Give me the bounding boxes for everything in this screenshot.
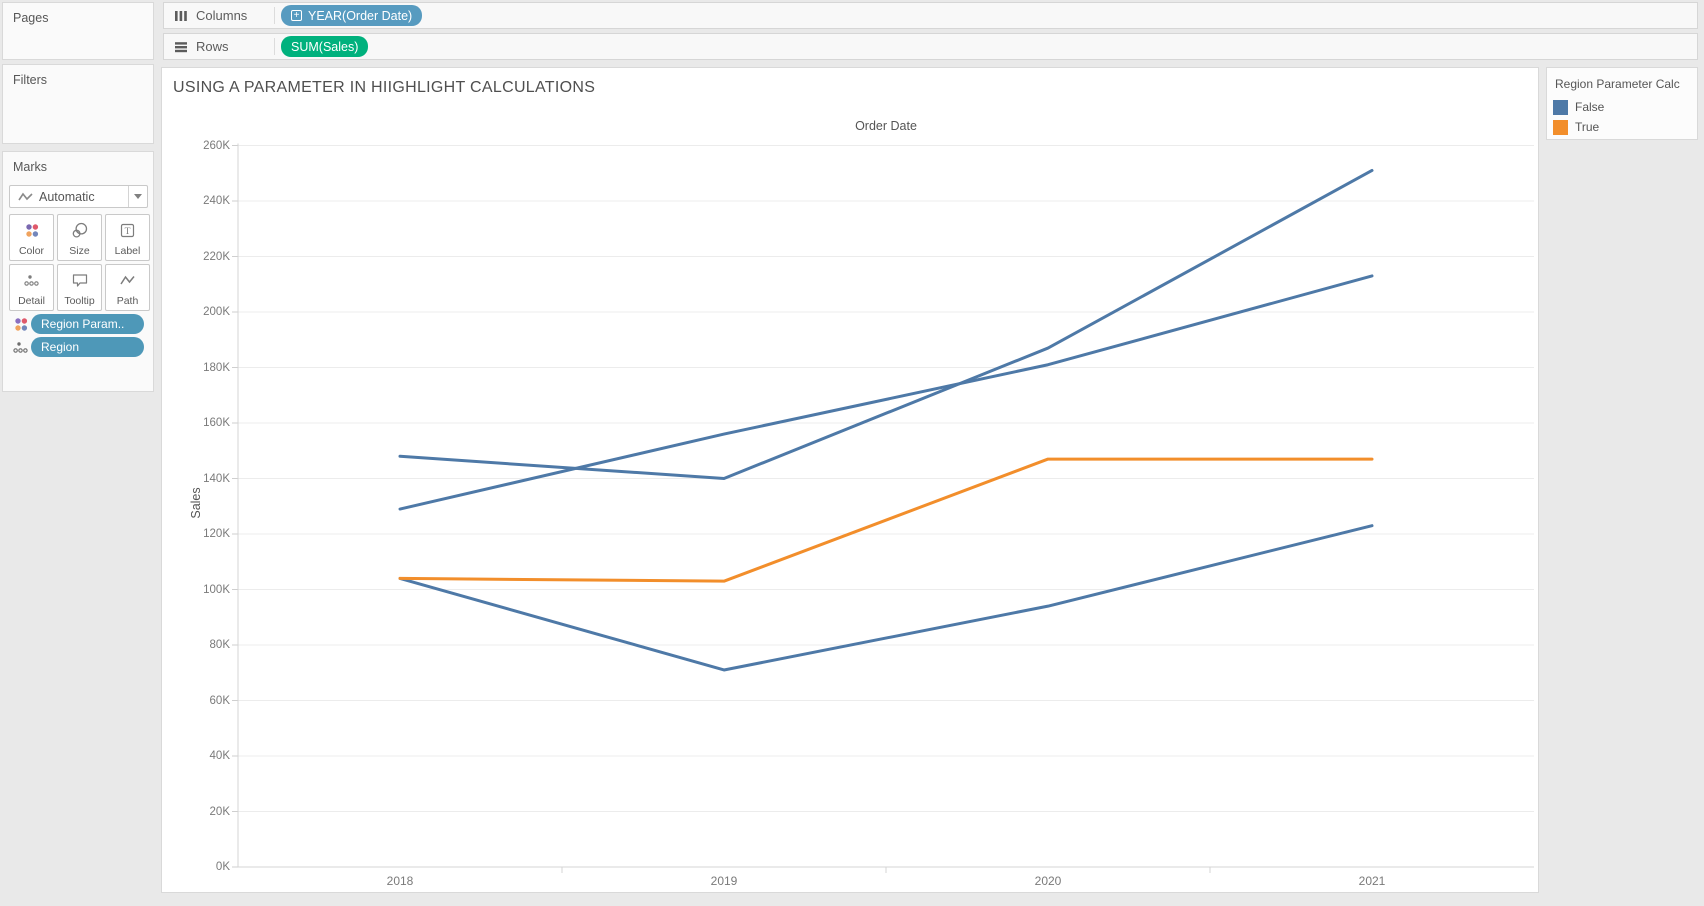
mark-type-caret-button[interactable]	[128, 186, 147, 207]
svg-text:T: T	[125, 227, 131, 237]
detail-button-label: Detail	[18, 295, 45, 307]
rows-icon	[174, 41, 188, 53]
line-mark-icon	[18, 191, 33, 203]
y-tick-label: 160K	[203, 417, 230, 429]
tooltip-button[interactable]: Tooltip	[57, 264, 102, 311]
x-category-label[interactable]: 2019	[710, 874, 738, 888]
legend-entry-false[interactable]: False	[1553, 99, 1604, 115]
marks-pill-row: Region	[9, 337, 144, 357]
y-tick-label: 200K	[203, 306, 230, 318]
path-icon	[119, 265, 136, 295]
y-tick-label: 240K	[203, 195, 230, 207]
size-icon	[71, 215, 88, 245]
legend-title: Region Parameter Calc	[1555, 77, 1680, 91]
mark-type-dropdown[interactable]: Automatic	[9, 185, 148, 208]
size-button-label: Size	[69, 245, 90, 257]
y-tick-label: 40K	[209, 750, 230, 762]
marks-buttons: Color Size T Label	[9, 214, 150, 311]
year-order-date-pill[interactable]: + YEAR(Order Date)	[281, 5, 423, 26]
true-color-swatch[interactable]	[1553, 119, 1568, 135]
rows-label: Rows	[196, 39, 229, 54]
series-line-false-2[interactable]	[398, 524, 1374, 672]
filters-label: Filters	[13, 73, 48, 87]
shelf-divider	[274, 38, 275, 55]
mark-type-value: Automatic	[39, 189, 95, 204]
color-button[interactable]: Color	[9, 214, 54, 261]
path-button-label: Path	[116, 295, 139, 307]
color-target-icon[interactable]	[9, 316, 31, 333]
series-line-false-1[interactable]	[398, 274, 1374, 511]
worksheet-canvas: USING A PARAMETER IN HIIGHLIGHT CALCULAT…	[161, 67, 1539, 893]
columns-label: Columns	[196, 8, 248, 23]
marks-pill-row: Region Param..	[9, 314, 144, 334]
y-tick-label: 60K	[209, 694, 230, 707]
false-color-swatch[interactable]	[1553, 99, 1568, 115]
chevron-down-icon	[134, 194, 142, 199]
tooltip-button-label: Tooltip	[64, 295, 95, 307]
y-tick-label: 120K	[203, 528, 230, 540]
size-button[interactable]: Size	[57, 214, 102, 261]
shelf-divider	[274, 7, 275, 24]
x-category-label[interactable]: 2021	[1358, 874, 1386, 888]
path-button[interactable]: Path	[105, 264, 150, 311]
pages-shelf[interactable]: Pages	[2, 2, 154, 60]
detail-button[interactable]: Detail	[9, 264, 54, 311]
line-chart-plot	[232, 143, 1534, 873]
x-axis-title[interactable]: Order Date	[855, 119, 917, 133]
x-category-label[interactable]: 2020	[1034, 874, 1062, 888]
rows-pill-label: SUM(Sales)	[291, 39, 359, 54]
y-tick-label: 100K	[203, 583, 230, 596]
legend-entry-label: True	[1575, 120, 1600, 134]
rows-shelf[interactable]: Rows SUM(Sales)	[163, 33, 1698, 60]
expand-plus-icon[interactable]: +	[291, 10, 302, 21]
pages-label: Pages	[13, 11, 49, 25]
columns-pill-label: YEAR(Order Date)	[308, 8, 413, 23]
x-category-label[interactable]: 2018	[386, 874, 414, 888]
region-pill[interactable]: Region	[31, 337, 144, 357]
series-line-true-3[interactable]	[398, 457, 1374, 583]
y-tick-label: 140K	[203, 472, 230, 485]
columns-shelf[interactable]: Columns + YEAR(Order Date)	[163, 2, 1698, 29]
marks-card: Marks Automatic Color Size	[2, 151, 154, 392]
y-tick-label: 80K	[209, 639, 230, 651]
y-tick-label: 20K	[209, 805, 230, 818]
label-icon: T	[119, 215, 136, 245]
detail-target-icon[interactable]	[9, 339, 31, 356]
filters-shelf[interactable]: Filters	[2, 64, 154, 144]
legend-entry-label: False	[1575, 100, 1605, 114]
series-line-false-0[interactable]	[398, 168, 1374, 480]
tooltip-icon	[71, 265, 89, 295]
sum-sales-pill[interactable]: SUM(Sales)	[281, 36, 369, 57]
color-legend-card[interactable]: Region Parameter Calc False True	[1546, 67, 1698, 140]
label-button[interactable]: T Label	[105, 214, 150, 261]
label-button-label: Label	[114, 245, 141, 257]
color-button-label: Color	[18, 245, 45, 257]
y-tick-label: 220K	[203, 250, 230, 263]
color-icon	[23, 215, 40, 245]
columns-icon	[174, 10, 188, 22]
y-tick-label: 0K	[215, 861, 230, 873]
marks-label: Marks	[13, 160, 48, 174]
detail-icon	[23, 265, 40, 295]
region-parameter-calc-pill[interactable]: Region Param..	[31, 314, 144, 334]
legend-entry-true[interactable]: True	[1553, 119, 1599, 135]
y-tick-label: 180K	[203, 361, 230, 374]
y-tick-label: 260K	[203, 139, 230, 152]
sheet-title: USING A PARAMETER IN HIIGHLIGHT CALCULAT…	[173, 79, 596, 96]
